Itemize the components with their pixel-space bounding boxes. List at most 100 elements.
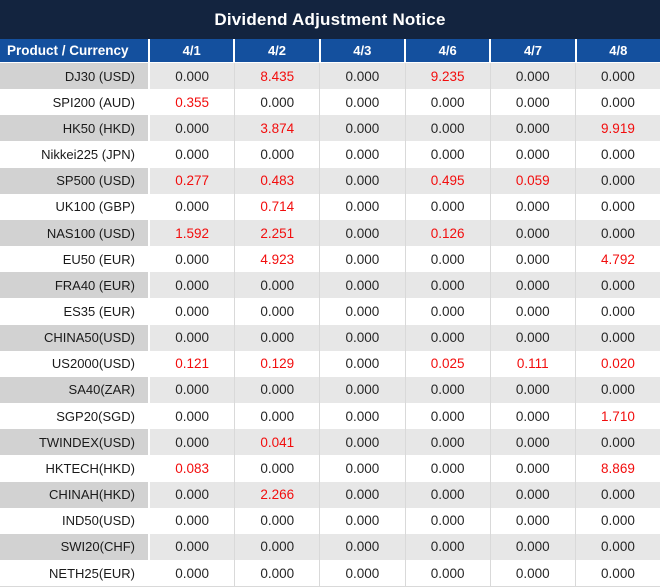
dividend-value-cell: 0.000: [234, 376, 320, 404]
dividend-value-cell: 0.000: [489, 63, 575, 90]
dividend-value-cell: 0.000: [404, 507, 490, 534]
dividend-value-cell: 0.000: [234, 559, 319, 587]
dividend-value-cell: 0.000: [489, 455, 575, 482]
product-cell: FRA40 (EUR): [0, 272, 148, 299]
dividend-value-cell: 8.435: [234, 63, 320, 90]
dividend-value-cell: 0.000: [319, 350, 404, 377]
dividend-value-cell: 0.000: [319, 167, 405, 194]
dividend-value-cell: 9.919: [574, 115, 660, 142]
dividend-value-cell: 0.000: [404, 324, 490, 351]
dividend-value-cell: 0.000: [574, 193, 660, 220]
dividend-value-cell: 0.000: [319, 272, 405, 299]
dividend-value-cell: 0.000: [148, 559, 234, 587]
table-row: SA40(ZAR) 0.000 0.000 0.000 0.000 0.000 0.000: [0, 376, 660, 404]
header-date-cell: 4/6: [403, 39, 489, 62]
dividend-value-cell: 0.000: [148, 246, 234, 273]
dividend-value-cell: 0.000: [404, 272, 490, 299]
dividend-value-cell: 0.000: [404, 193, 490, 220]
dividend-value-cell: 0.000: [489, 403, 575, 430]
product-cell: CHINA50(USD): [0, 324, 148, 351]
dividend-value-cell: 0.000: [404, 559, 490, 587]
product-cell: SWI20(CHF): [0, 533, 148, 560]
dividend-value-cell: 0.000: [148, 403, 234, 430]
dividend-value-cell: 0.000: [319, 429, 405, 456]
dividend-value-cell: 0.000: [489, 507, 575, 534]
dividend-value-cell: 0.000: [319, 507, 404, 534]
dividend-value-cell: 1.592: [148, 219, 235, 247]
dividend-value-cell: 0.000: [404, 455, 490, 482]
dividend-value-cell: 0.000: [319, 89, 404, 116]
dividend-value-cell: 0.000: [319, 298, 404, 325]
table-body: DJ30 (USD) 0.000 8.435 0.000 9.235 0.000 0.000…: [0, 63, 660, 587]
dividend-value-cell: 0.000: [319, 376, 405, 404]
table-row: US2000(USD) 0.121 0.129 0.000 0.025 0.111 0.02…: [0, 350, 660, 377]
dividend-value-cell: 0.129: [234, 350, 319, 377]
table-row: DJ30 (USD) 0.000 8.435 0.000 9.235 0.000 0.000: [0, 63, 660, 90]
table-header-row: Product / Currency 4/1 4/2 4/3 4/6 4/7 4/8: [0, 39, 660, 63]
dividend-value-cell: 0.000: [489, 193, 575, 220]
dividend-value-cell: 8.869: [574, 455, 660, 482]
dividend-value-cell: 0.000: [404, 533, 490, 560]
dividend-value-cell: 0.714: [234, 193, 319, 220]
dividend-value-cell: 0.000: [234, 298, 319, 325]
product-cell: UK100 (GBP): [55, 199, 135, 215]
dividend-value-cell: 0.000: [489, 481, 575, 508]
dividend-value-cell: 0.000: [234, 507, 319, 534]
product-cell: NETH25(EUR): [49, 565, 135, 581]
dividend-value-cell: 0.000: [319, 193, 404, 220]
dividend-value-cell: 0.483: [234, 167, 320, 194]
table-row: CHINAH(HKD) 0.000 2.266 0.000 0.000 0.000 0.00…: [0, 481, 660, 508]
table-row: IND50(USD) 0.000 0.000 0.000 0.000 0.000 0.000: [0, 507, 660, 534]
table-row: SPI200 (AUD) 0.355 0.000 0.000 0.000 0.000 0.0…: [0, 89, 660, 116]
table-row: HK50 (HKD) 0.000 3.874 0.000 0.000 0.000 9.919: [0, 115, 660, 142]
table-row: SWI20(CHF) 0.000 0.000 0.000 0.000 0.000 0.000: [0, 533, 660, 560]
dividend-value-cell: 0.000: [148, 533, 235, 560]
dividend-value-cell: 0.000: [574, 141, 660, 168]
dividend-value-cell: 0.000: [148, 376, 235, 404]
dividend-value-cell: 0.000: [574, 559, 660, 587]
table-row: EU50 (EUR) 0.000 4.923 0.000 0.000 0.000 4.792: [0, 246, 660, 273]
product-cell: IND50(USD): [62, 513, 135, 529]
dividend-value-cell: 0.355: [148, 89, 234, 116]
dividend-value-cell: 0.000: [148, 63, 235, 90]
product-cell: Nikkei225 (JPN): [41, 147, 135, 163]
dividend-value-cell: 0.000: [319, 324, 405, 351]
page-title: Dividend Adjustment Notice: [0, 0, 660, 39]
dividend-value-cell: 0.000: [319, 141, 404, 168]
header-date-cell: 4/1: [148, 39, 233, 62]
dividend-value-cell: 0.000: [234, 455, 319, 482]
table-row: FRA40 (EUR) 0.000 0.000 0.000 0.000 0.000 0.00…: [0, 272, 660, 299]
dividend-value-cell: 0.000: [574, 533, 660, 560]
dividend-value-cell: 0.000: [404, 115, 490, 142]
dividend-value-cell: 0.000: [148, 272, 235, 299]
table-row: CHINA50(USD) 0.000 0.000 0.000 0.000 0.000 0.0…: [0, 324, 660, 351]
dividend-value-cell: 0.000: [319, 455, 404, 482]
dividend-value-cell: 2.251: [234, 219, 320, 247]
product-cell: NAS100 (USD): [0, 219, 148, 247]
dividend-value-cell: 0.000: [574, 429, 660, 456]
dividend-value-cell: 0.495: [404, 167, 490, 194]
dividend-value-cell: 0.000: [404, 298, 490, 325]
dividend-value-cell: 0.000: [319, 403, 404, 430]
dividend-value-cell: 0.000: [319, 481, 405, 508]
dividend-value-cell: 0.000: [404, 246, 490, 273]
product-cell: HKTECH(HKD): [45, 460, 135, 476]
product-cell: TWINDEX(USD): [0, 429, 148, 456]
table-row: NAS100 (USD) 1.592 2.251 0.000 0.126 0.000 0.0…: [0, 219, 660, 247]
header-date-cell: 4/8: [574, 39, 660, 62]
header-date-cell: 4/3: [318, 39, 404, 62]
dividend-value-cell: 0.000: [404, 429, 490, 456]
dividend-value-cell: 0.000: [404, 141, 490, 168]
table-row: TWINDEX(USD) 0.000 0.041 0.000 0.000 0.000 0.0…: [0, 429, 660, 456]
dividend-value-cell: 0.000: [234, 141, 319, 168]
product-cell: SP500 (USD): [0, 167, 148, 194]
dividend-value-cell: 0.000: [148, 193, 234, 220]
dividend-value-cell: 0.000: [489, 429, 575, 456]
dividend-value-cell: 0.000: [319, 219, 405, 247]
dividend-value-cell: 0.000: [574, 272, 660, 299]
header-product-currency: Product / Currency: [7, 43, 129, 58]
product-cell: ES35 (EUR): [63, 303, 135, 319]
dividend-value-cell: 0.000: [574, 507, 660, 534]
dividend-value-cell: 2.266: [234, 481, 320, 508]
